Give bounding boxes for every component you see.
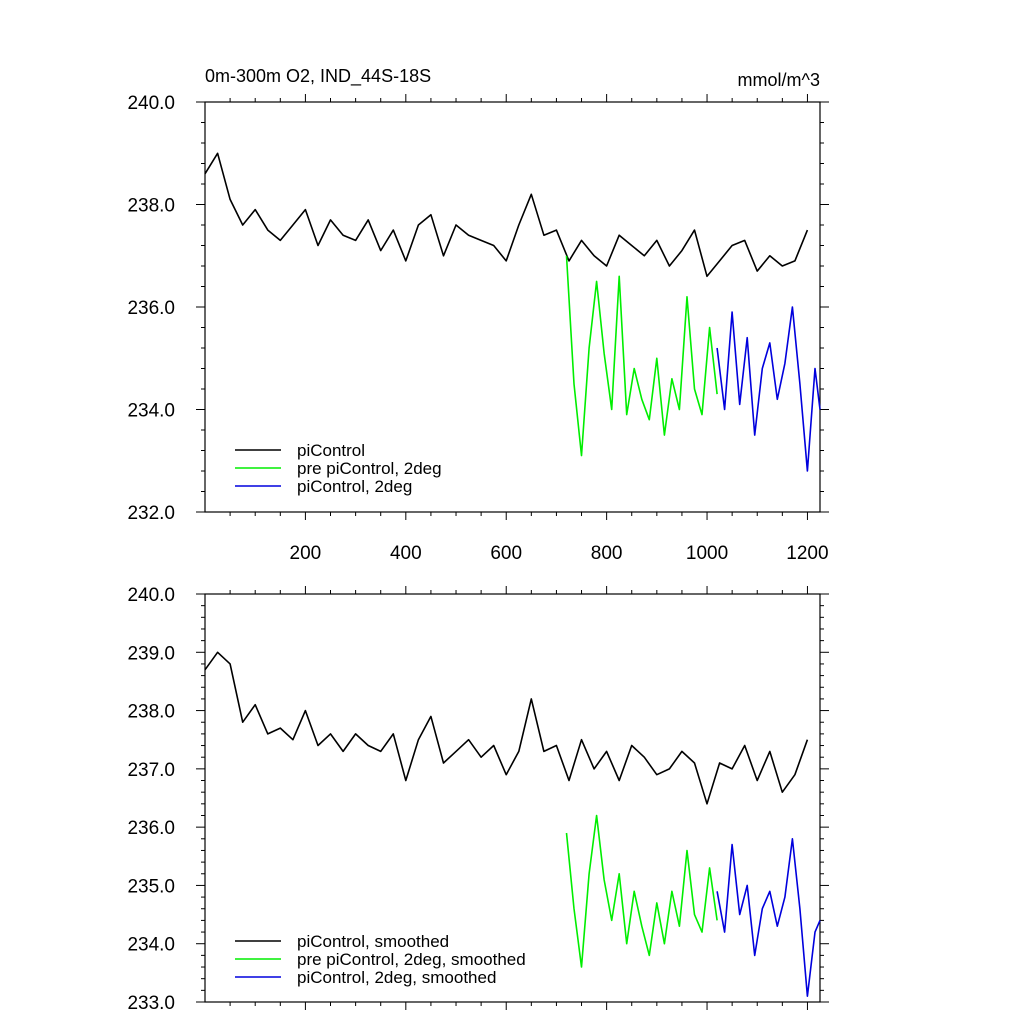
legend-label: piControl, 2deg [297, 477, 412, 496]
y-tick-label: 233.0 [127, 993, 175, 1014]
legend-label: pre piControl, 2deg [297, 459, 442, 478]
series-line [204, 152, 809, 278]
y-tick-label: 240.0 [127, 585, 175, 606]
y-tick-label: 236.0 [127, 818, 175, 839]
x-tick-label: 800 [591, 543, 623, 564]
series-line [565, 255, 718, 457]
series-layer [204, 651, 821, 998]
y-axis: 233.0 234.0 235.0 236.0 237.0 238.0 239.0 240.0 [127, 585, 829, 1014]
plot-frame [204, 593, 821, 1003]
bottom-panel: 233.0 234.0 235.0 236.0 237.0 238.0 239.0 240.0… [127, 585, 829, 1014]
y-tick-label: 234.0 [127, 935, 175, 956]
series-line [716, 306, 821, 472]
series-layer [204, 152, 821, 472]
series-line [716, 837, 821, 998]
y-tick-label: 235.0 [127, 876, 175, 897]
x-tick-label: 200 [290, 543, 322, 564]
y-tick-label: 236.0 [127, 298, 175, 319]
y-tick-label: 234.0 [127, 401, 175, 422]
y-axis: 232.0 234.0 236.0 238.0 240.0 [127, 93, 829, 524]
x-tick-label: 600 [490, 543, 522, 564]
x-tick-label: 400 [390, 543, 422, 564]
x-tick-label: 1200 [786, 543, 828, 564]
y-tick-label: 238.0 [127, 196, 175, 217]
y-tick-label: 239.0 [127, 643, 175, 664]
y-tick-label: 240.0 [127, 93, 175, 114]
y-tick-label: 232.0 [127, 503, 175, 524]
chart-title: 0m-300m O2, IND_44S-18S [205, 66, 431, 87]
series-line [204, 651, 809, 805]
legend-label: piControl, smoothed [297, 932, 449, 951]
units-label: mmol/m^3 [738, 70, 820, 90]
legend-label: piControl [297, 441, 365, 460]
series-line [565, 814, 718, 968]
y-tick-label: 238.0 [127, 702, 175, 723]
y-tick-label: 237.0 [127, 760, 175, 781]
top-panel: 0m-300m O2, IND_44S-18S mmol/m^3 200 400 6… [127, 66, 829, 564]
x-tick-label: 1000 [686, 543, 728, 564]
x-axis [229, 586, 808, 1010]
x-axis: 200 400 600 800 1000 1200 [229, 94, 829, 564]
legend-label: pre piControl, 2deg, smoothed [297, 950, 526, 969]
legend-label: piControl, 2deg, smoothed [297, 968, 496, 987]
